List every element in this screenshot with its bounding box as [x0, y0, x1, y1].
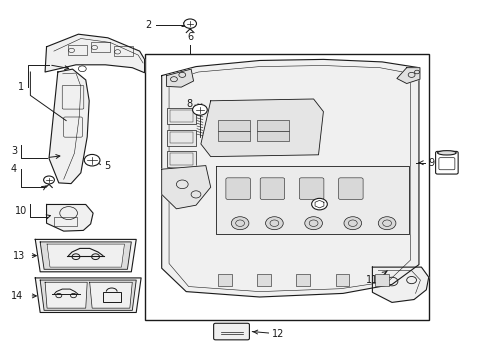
- Bar: [218, 131, 250, 141]
- Polygon shape: [167, 69, 194, 87]
- Circle shape: [84, 154, 100, 166]
- Polygon shape: [35, 239, 136, 272]
- FancyBboxPatch shape: [436, 151, 458, 174]
- Text: 8: 8: [186, 99, 192, 109]
- Polygon shape: [45, 34, 145, 73]
- Polygon shape: [47, 244, 124, 267]
- Polygon shape: [40, 280, 136, 310]
- Bar: [167, 151, 196, 167]
- Polygon shape: [162, 166, 211, 209]
- Bar: [170, 132, 193, 143]
- Bar: [257, 120, 289, 131]
- Bar: [167, 108, 196, 124]
- Text: 7: 7: [306, 207, 313, 217]
- FancyBboxPatch shape: [260, 178, 285, 199]
- Bar: [218, 120, 250, 131]
- Text: 4: 4: [11, 164, 17, 174]
- FancyBboxPatch shape: [299, 178, 324, 199]
- Polygon shape: [216, 166, 409, 234]
- Text: 5: 5: [104, 161, 110, 171]
- Text: 9: 9: [429, 158, 435, 168]
- Text: 14: 14: [11, 291, 24, 301]
- Bar: [103, 292, 121, 302]
- Bar: [68, 45, 87, 55]
- Polygon shape: [40, 242, 131, 269]
- Bar: [257, 274, 271, 286]
- Bar: [257, 131, 289, 141]
- Bar: [170, 110, 193, 122]
- Bar: [145, 54, 429, 320]
- Circle shape: [305, 217, 322, 230]
- Circle shape: [312, 198, 327, 210]
- Bar: [54, 217, 77, 226]
- Bar: [167, 130, 196, 146]
- Polygon shape: [45, 282, 87, 308]
- Text: 3: 3: [11, 146, 17, 156]
- Bar: [296, 274, 310, 286]
- Polygon shape: [162, 59, 419, 297]
- FancyBboxPatch shape: [339, 178, 363, 199]
- Bar: [218, 274, 232, 286]
- Circle shape: [193, 104, 207, 115]
- Polygon shape: [397, 68, 420, 84]
- Text: 13: 13: [13, 251, 25, 261]
- Circle shape: [44, 176, 54, 184]
- Text: 1: 1: [19, 82, 25, 92]
- Circle shape: [344, 217, 362, 230]
- Bar: [170, 153, 193, 165]
- Polygon shape: [49, 69, 89, 184]
- Circle shape: [184, 19, 196, 28]
- Bar: [375, 274, 389, 286]
- Circle shape: [378, 217, 396, 230]
- Text: 11: 11: [366, 275, 378, 285]
- Text: 10: 10: [15, 206, 27, 216]
- Circle shape: [266, 217, 283, 230]
- Bar: [114, 46, 133, 56]
- Text: 6: 6: [187, 32, 193, 42]
- Polygon shape: [47, 204, 93, 231]
- Polygon shape: [90, 282, 132, 308]
- FancyBboxPatch shape: [226, 178, 250, 199]
- Bar: [336, 274, 349, 286]
- Bar: [91, 42, 110, 52]
- Ellipse shape: [438, 150, 456, 155]
- FancyBboxPatch shape: [214, 323, 249, 340]
- Circle shape: [231, 217, 249, 230]
- Polygon shape: [372, 267, 429, 302]
- Polygon shape: [201, 99, 323, 157]
- Text: 12: 12: [272, 329, 284, 339]
- Text: 2: 2: [146, 20, 152, 30]
- Polygon shape: [35, 278, 141, 312]
